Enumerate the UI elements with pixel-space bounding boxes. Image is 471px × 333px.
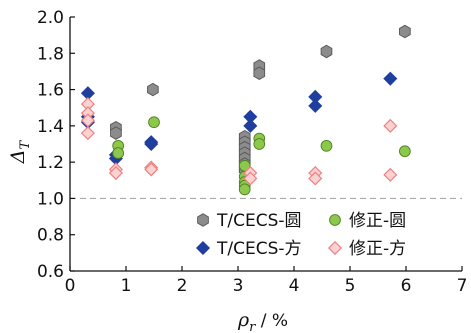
x-axis-subscript: r: [249, 320, 256, 333]
series-diamond-open: [80, 97, 398, 186]
legend-label: 修正-圆: [349, 211, 406, 231]
data-point: [383, 118, 398, 133]
x-tick-label: 3: [233, 276, 244, 296]
y-tick-label: 1.6: [37, 81, 64, 101]
data-point: [112, 147, 125, 159]
x-tick-label: 7: [457, 276, 468, 296]
y-axis-symbol: Δ: [7, 149, 29, 164]
legend-marker: [195, 240, 211, 256]
data-point: [308, 171, 323, 186]
series-hexagon: [110, 24, 411, 177]
data-point: [148, 116, 160, 129]
legend-marker: [329, 214, 341, 226]
legend-label: T/CECS-方: [216, 239, 302, 259]
series-circle: [112, 116, 411, 196]
data-point: [308, 98, 323, 113]
data-point: [320, 44, 333, 59]
y-tick-label: 1.0: [37, 189, 64, 209]
data-points: [80, 24, 411, 196]
axes: 0.6 0.8 1.0 1.2 1.4 1.6 1.8 2.0 0 1 2 3 4 5 6 7: [37, 8, 467, 296]
y-tick-label: 1.2: [37, 153, 64, 173]
legend-entry: 修正-圆: [329, 211, 406, 231]
data-point: [144, 136, 159, 152]
legend-entry: 修正-方: [327, 239, 406, 259]
data-point: [238, 183, 251, 196]
x-tick-label: 1: [121, 276, 132, 296]
x-tick-label: 6: [401, 276, 412, 296]
legend-entry: T/CECS-方: [195, 239, 302, 259]
legend: T/CECS-圆 T/CECS-方 修正-圆修正-方: [195, 211, 406, 259]
y-tick-label: 0.6: [37, 262, 64, 282]
data-point: [108, 165, 123, 181]
x-tick-label: 2: [177, 276, 188, 296]
legend-marker: [197, 213, 209, 227]
y-axis-title: ΔT: [7, 139, 33, 164]
data-point: [80, 126, 95, 141]
data-point: [399, 145, 411, 158]
data-point: [399, 24, 411, 39]
x-axis-symbol: ρ: [237, 309, 250, 331]
data-point: [144, 162, 159, 177]
data-point: [243, 118, 258, 133]
data-point: [253, 138, 266, 150]
legend-label: 修正-方: [349, 239, 406, 259]
data-point: [147, 82, 159, 97]
y-axis-subscript: T: [18, 139, 33, 149]
data-point: [383, 167, 398, 182]
legend-entry: T/CECS-圆: [197, 211, 302, 231]
x-tick-label: 5: [345, 276, 356, 296]
x-axis-title: ρr / %: [237, 309, 288, 333]
x-axis-unit: / %: [255, 311, 288, 331]
data-point: [110, 126, 122, 140]
legend-marker: [327, 240, 343, 256]
data-point: [320, 139, 333, 152]
data-point: [383, 71, 398, 86]
y-tick-label: 2.0: [37, 8, 64, 28]
data-point: [253, 66, 266, 80]
y-tick-label: 0.8: [37, 226, 64, 246]
x-tick-label: 4: [289, 276, 300, 296]
x-tick-label: 0: [65, 276, 76, 296]
y-tick-label: 1.8: [37, 44, 64, 64]
data-point: [243, 171, 258, 186]
legend-label: T/CECS-圆: [216, 211, 302, 231]
y-tick-label: 1.4: [37, 117, 64, 137]
